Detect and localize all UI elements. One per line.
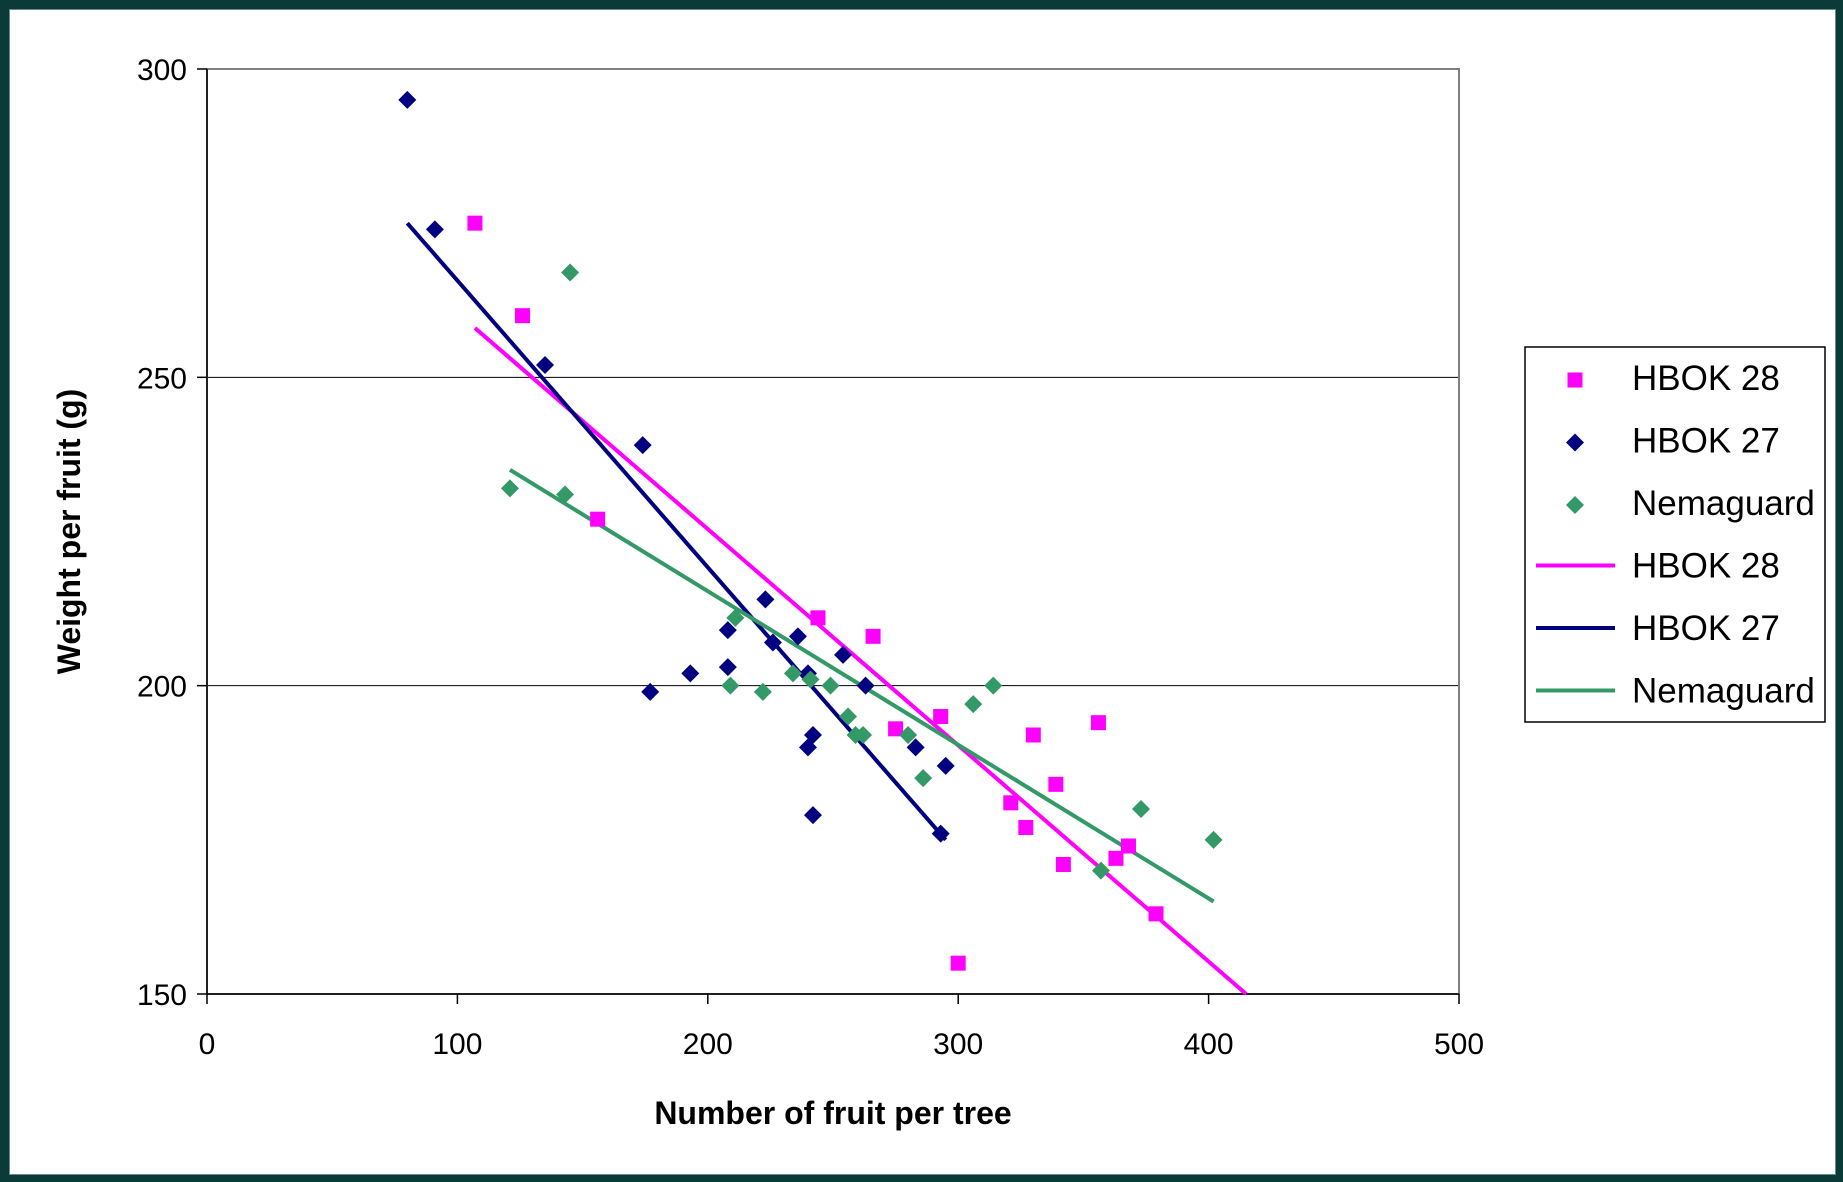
point-hbok-28-10 [1025,727,1041,743]
y-tick-label-300: 300 [137,54,187,87]
point-hbok-27-6 [718,621,737,640]
point-nemaguard-7 [801,670,820,689]
legend-label-trend-hbok-27: HBOK 27 [1632,609,1780,648]
x-tick-label-400: 400 [1184,1028,1234,1061]
legend-label-trend-hbok-28: HBOK 28 [1632,547,1780,586]
chart-frame: 0 100 200 300 400 500 150 200 250 300 Number of f… [9,9,1836,1175]
point-nemaguard-15 [984,676,1003,695]
point-nemaguard-8 [821,676,840,695]
point-nemaguard-5 [753,682,772,701]
point-hbok-28-11 [1048,776,1064,792]
trendline-hbok-28 [473,326,1248,996]
point-hbok-28-13 [1090,715,1106,731]
point-hbok-27-4 [641,682,660,701]
legend-box [1524,346,1826,723]
point-hbok-27-2 [536,356,555,374]
point-hbok-27-18 [931,824,950,843]
scatter-chart: 0 100 200 300 400 500 150 200 250 300 Number of f… [51,54,1826,1131]
point-hbok-27-17 [906,738,925,757]
point-nemaguard-9 [839,707,858,726]
legend-label-hbok-27: HBOK 27 [1632,422,1780,461]
point-nemaguard-16 [1091,861,1110,880]
point-hbok-28-4 [865,628,881,644]
legend-label-trend-nemaguard: Nemaguard [1632,672,1815,711]
gridlines [207,68,1459,995]
point-hbok-27-8 [756,590,775,609]
x-tick-label-0: 0 [199,1028,216,1061]
point-hbok-27-10 [788,627,807,646]
point-hbok-27-19 [936,756,955,775]
x-tick-label-500: 500 [1434,1028,1484,1061]
x-tick-label-100: 100 [432,1028,482,1061]
point-hbok-28-6 [933,709,949,724]
data-markers [398,90,1223,971]
y-tick-label-150: 150 [137,979,187,1012]
point-hbok-28-15 [1120,838,1136,854]
point-nemaguard-11 [854,726,873,744]
trendline-hbok-27 [405,221,948,842]
point-hbok-28-9 [1018,820,1034,835]
trendlines [405,221,1248,996]
y-tick-label-250: 250 [137,362,187,395]
point-hbok-27-13 [803,726,822,744]
point-hbok-28-12 [1055,857,1071,872]
point-hbok-27-7 [718,658,737,677]
point-nemaguard-4 [726,608,745,627]
plot-area [206,68,1460,995]
point-nemaguard-18 [1204,830,1223,849]
legend-label-hbok-28: HBOK 28 [1632,359,1780,398]
y-axis-title: Weight per fruit (g) [51,389,87,675]
axes [197,68,1460,1004]
point-hbok-27-15 [834,645,853,664]
point-hbok-27-9 [763,633,782,652]
legend-swatch-hbok-28 [1567,372,1583,388]
legend-swatch-nemaguard [1566,496,1584,514]
legend: HBOK 28 HBOK 27 Nemaguard HBOK 28 HBOK 27 Nem… [1524,346,1826,723]
point-nemaguard-12 [899,726,918,744]
point-hbok-28-7 [950,955,966,971]
point-hbok-27-16 [856,676,875,695]
point-hbok-27-14 [803,806,822,825]
point-nemaguard-13 [914,769,933,788]
point-hbok-28-1 [515,308,531,324]
point-nemaguard-3 [721,676,740,695]
legend-label-nemaguard: Nemaguard [1632,484,1815,523]
point-nemaguard-14 [964,695,983,714]
point-hbok-28-0 [467,215,483,231]
point-hbok-27-3 [633,436,652,455]
point-nemaguard-17 [1131,800,1150,818]
point-hbok-28-14 [1108,850,1124,866]
point-hbok-28-2 [590,511,606,527]
point-nemaguard-1 [556,485,575,504]
point-hbok-28-3 [810,610,826,626]
legend-swatch-hbok-27 [1566,433,1584,452]
point-hbok-27-0 [398,90,417,109]
point-hbok-28-16 [1148,906,1164,922]
point-nemaguard-0 [500,479,519,498]
point-hbok-28-5 [888,721,904,737]
x-tick-label-300: 300 [933,1028,983,1061]
point-hbok-27-1 [425,220,444,239]
x-axis-title: Number of fruit per tree [654,1095,1011,1131]
point-hbok-28-8 [1003,795,1019,811]
point-nemaguard-6 [783,664,802,683]
point-hbok-27-5 [681,664,700,683]
tick-labels: 0 100 200 300 400 500 150 200 250 300 [137,54,1484,1061]
point-nemaguard-2 [561,263,580,282]
y-tick-label-200: 200 [137,671,187,704]
x-tick-label-200: 200 [683,1028,733,1061]
